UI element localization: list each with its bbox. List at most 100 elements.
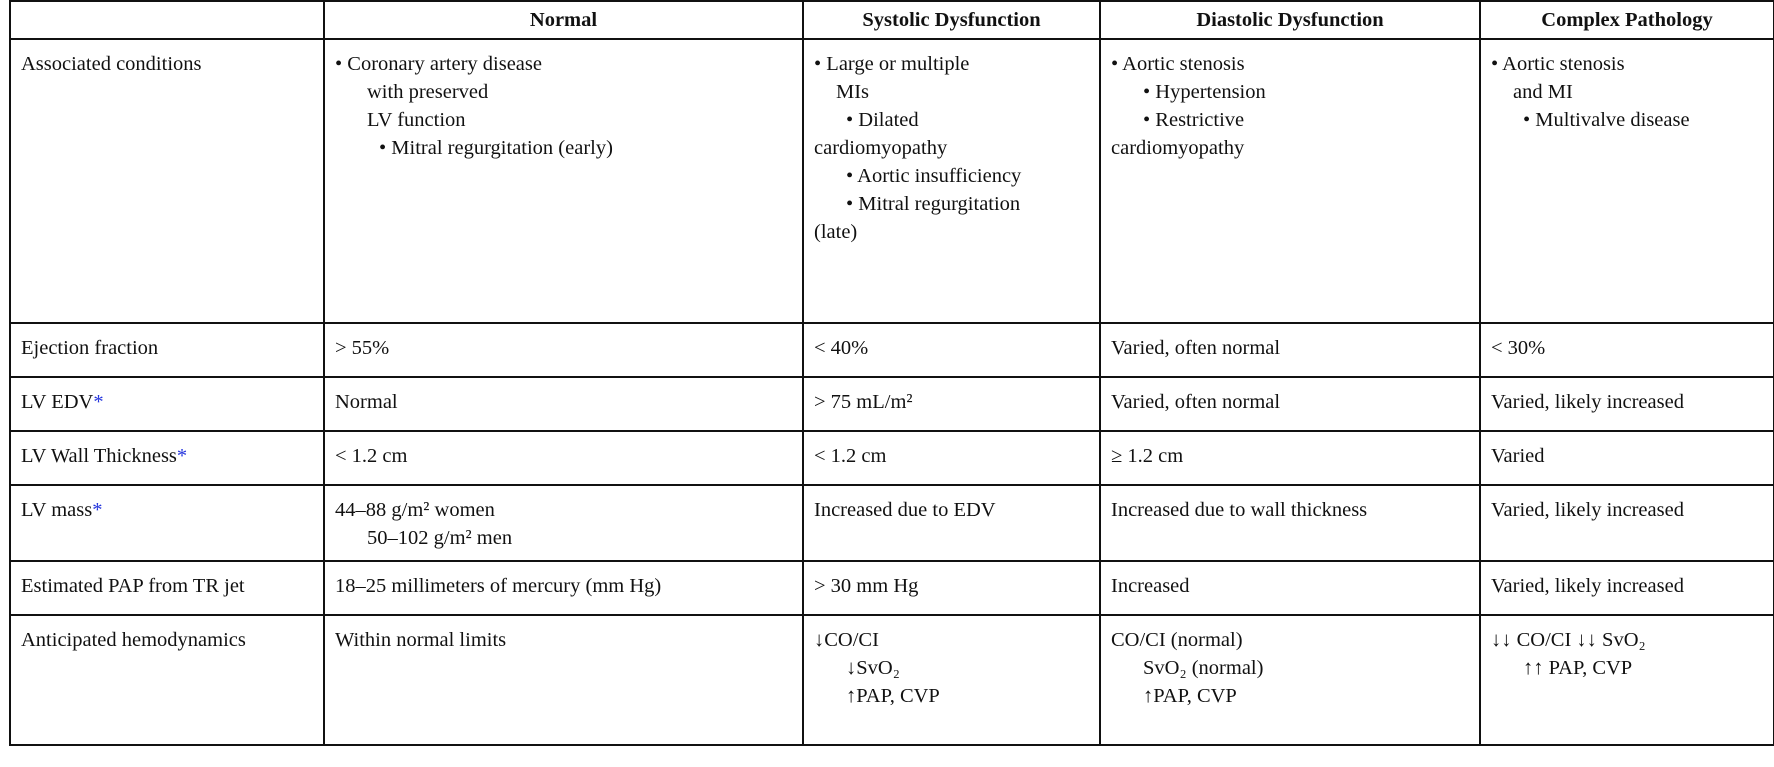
table-cell: < 1.2 cm <box>802 430 1101 486</box>
cell-line: • Large or multiple <box>814 53 970 75</box>
table-cell: Varied <box>1479 430 1774 486</box>
table-cell: 18–25 millimeters of mercury (mm Hg) <box>323 560 804 616</box>
cell-line: ≥ 1.2 cm <box>1111 445 1184 467</box>
cell-line: • Restrictive <box>1143 109 1245 131</box>
row-label: LV Wall Thickness <box>21 445 177 467</box>
cell-line: Varied <box>1491 445 1545 467</box>
row-label-cell: Associated conditions <box>9 38 325 324</box>
cell-line: < 1.2 cm <box>814 445 887 467</box>
footnote-asterisk: * <box>93 391 104 413</box>
table-cell: < 30% <box>1479 322 1774 378</box>
cell-line: ↓CO/CI <box>814 629 879 651</box>
cell-line: CO/CI (normal) <box>1111 629 1243 651</box>
table-cell: Increased due to EDV <box>802 484 1101 562</box>
cell-line: 44–88 g/m² women <box>335 499 495 521</box>
footnote-asterisk: * <box>92 499 103 521</box>
table-cell: > 55% <box>323 322 804 378</box>
cell-line: LV function <box>367 109 466 131</box>
header-cell-systolic: Systolic Dysfunction <box>802 0 1101 40</box>
table-cell: • Aortic stenosis • Hypertension • Restric… <box>1099 38 1481 324</box>
row-label-cell: LV EDV* <box>9 376 325 432</box>
cell-line: < 1.2 cm <box>335 445 408 467</box>
cell-line: ↑↑ PAP, CVP <box>1523 657 1633 679</box>
table-cell: • Aortic stenosis and MI • Multivalve dise… <box>1479 38 1774 324</box>
row-label: LV EDV <box>21 391 94 413</box>
cell-line: ↑PAP, CVP <box>846 685 940 707</box>
row-label: Estimated PAP from TR jet <box>21 575 245 597</box>
table-cell: ≥ 1.2 cm <box>1099 430 1481 486</box>
cell-line: > 30 mm Hg <box>814 575 919 597</box>
table-cell: ↓↓ CO/CI ↓↓ SvO₂ ↑↑ PAP, CVP <box>1479 614 1774 746</box>
table-cell: 44–88 g/m² women 50–102 g/m² men <box>323 484 804 562</box>
cell-line: Increased due to EDV <box>814 499 996 521</box>
cell-line: • Coronary artery disease <box>335 53 542 75</box>
row-label-cell: LV Wall Thickness* <box>9 430 325 486</box>
cell-line: (late) <box>814 221 858 243</box>
table-cell: Varied, likely increased <box>1479 560 1774 616</box>
cell-line: < 30% <box>1491 337 1546 359</box>
table-cell: < 1.2 cm <box>323 430 804 486</box>
header-row: Normal Systolic Dysfunction Diastolic Dy… <box>9 0 1774 40</box>
cell-line: • Aortic insufficiency <box>846 165 1022 187</box>
header-cell-normal: Normal <box>323 0 804 40</box>
row-label-cell: Anticipated hemodynamics <box>9 614 325 746</box>
cell-line: 18–25 millimeters of mercury (mm Hg) <box>335 575 662 597</box>
table-cell: ↓CO/CI ↓SvO₂ ↑PAP, CVP <box>802 614 1101 746</box>
table-cell: Increased due to wall thickness <box>1099 484 1481 562</box>
header-cell-label <box>9 0 325 40</box>
cell-line: < 40% <box>814 337 869 359</box>
cell-line: > 55% <box>335 337 390 359</box>
row-label: Ejection fraction <box>21 337 159 359</box>
table-cell: > 30 mm Hg <box>802 560 1101 616</box>
cell-line: 50–102 g/m² men <box>367 527 513 549</box>
cell-line: MIs <box>836 81 870 103</box>
cell-line: Varied, often normal <box>1111 337 1281 359</box>
cell-line: SvO₂ (normal) <box>1143 657 1264 679</box>
cell-line: • Mitral regurgitation <box>846 193 1021 215</box>
table-cell: Within normal limits <box>323 614 804 746</box>
cell-line: Varied, likely increased <box>1491 575 1684 597</box>
row-label: Anticipated hemodynamics <box>21 629 246 651</box>
table-cell: Varied, likely increased <box>1479 376 1774 432</box>
cell-line: Increased <box>1111 575 1190 597</box>
table-row: Ejection fraction > 55% < 40% Varied, often… <box>9 322 1774 378</box>
table-row: Associated conditions • Coronary artery d… <box>9 38 1774 324</box>
row-label-cell: LV mass* <box>9 484 325 562</box>
cell-line: • Dilated <box>846 109 919 131</box>
cell-line: ↓SvO₂ <box>846 657 900 679</box>
table-row: LV Wall Thickness* < 1.2 cm < 1.2 cm ≥ 1.2 … <box>9 430 1774 486</box>
table-cell: Increased <box>1099 560 1481 616</box>
cell-line: • Multivalve disease <box>1523 109 1690 131</box>
table-row: LV EDV* Normal > 75 mL/m² Varied, often nor… <box>9 376 1774 432</box>
table-cell: > 75 mL/m² <box>802 376 1101 432</box>
table-cell: < 40% <box>802 322 1101 378</box>
cell-line: with preserved <box>367 81 489 103</box>
table-cell: • Coronary artery disease with preserved L… <box>323 38 804 324</box>
table-row: LV mass* 44–88 g/m² women 50–102 g/m² men I… <box>9 484 1774 562</box>
cell-line: Varied, likely increased <box>1491 391 1684 413</box>
cell-line: and MI <box>1513 81 1573 103</box>
cell-line: > 75 mL/m² <box>814 391 913 413</box>
header-cell-diastolic: Diastolic Dysfunction <box>1099 0 1481 40</box>
cell-line: • Aortic stenosis <box>1491 53 1625 75</box>
row-label: LV mass <box>21 499 93 521</box>
cell-line: • Mitral regurgitation (early) <box>379 137 613 159</box>
cell-line: cardiomyopathy <box>814 137 948 159</box>
cell-line: • Aortic stenosis <box>1111 53 1245 75</box>
table-cell: Varied, often normal <box>1099 322 1481 378</box>
table-cell: Normal <box>323 376 804 432</box>
table-cell: Varied, often normal <box>1099 376 1481 432</box>
cell-line: Varied, likely increased <box>1491 499 1684 521</box>
cell-line: Within normal limits <box>335 629 507 651</box>
cell-line: ↑PAP, CVP <box>1143 685 1237 707</box>
footnote-asterisk: * <box>176 445 188 467</box>
table-cell: CO/CI (normal) SvO₂ (normal) ↑PAP, CVP <box>1099 614 1481 746</box>
row-label-cell: Estimated PAP from TR jet <box>9 560 325 616</box>
cell-line: Varied, often normal <box>1111 391 1281 413</box>
table-row: Estimated PAP from TR jet 18–25 millimete… <box>9 560 1774 616</box>
cell-line: ↓↓ CO/CI ↓↓ SvO₂ <box>1491 629 1646 651</box>
row-label-cell: Ejection fraction <box>9 322 325 378</box>
cell-line: cardiomyopathy <box>1111 137 1245 159</box>
table-cell: • Large or multiple MIs • Dilated cardiomyo… <box>802 38 1101 324</box>
cell-line: Increased due to wall thickness <box>1111 499 1368 521</box>
